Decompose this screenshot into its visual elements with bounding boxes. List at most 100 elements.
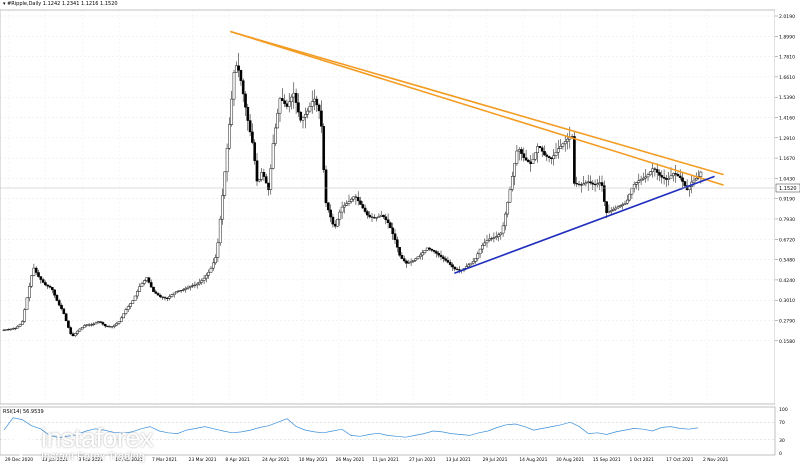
candle-body: [487, 238, 491, 241]
candle-body: [508, 189, 512, 203]
candle-body: [90, 324, 93, 326]
candle-body: [99, 321, 102, 323]
candle-body: [586, 181, 590, 183]
candle-body: [262, 172, 266, 177]
candle-body: [228, 124, 231, 149]
candle-body: [9, 328, 13, 330]
candle-body: [85, 324, 89, 326]
candle-body: [699, 171, 703, 177]
candle-body: [453, 266, 457, 270]
candle-body: [547, 156, 551, 158]
candle-body: [27, 285, 31, 299]
price-tick-label: 0.3010: [779, 298, 795, 304]
candle-body: [593, 183, 597, 186]
candle-body: [287, 101, 291, 107]
candle-body: [354, 196, 358, 198]
candle-body: [591, 182, 595, 185]
candle-body: [469, 262, 473, 266]
candle-body: [609, 210, 613, 212]
price-tick-label: 0.6720: [779, 237, 795, 243]
candle-body: [600, 182, 604, 186]
watermark-tagline: Instant Forex Trading: [41, 451, 145, 463]
candle-body: [122, 313, 125, 319]
candle-body: [648, 171, 652, 175]
candle-body: [50, 287, 54, 291]
candle-body: [382, 214, 385, 218]
candle-body: [527, 159, 530, 163]
candle-body: [67, 320, 70, 328]
candle-body: [170, 294, 174, 297]
candle-body: [676, 174, 680, 177]
candle-body: [138, 286, 142, 292]
candle-body: [692, 179, 696, 183]
rsi-tick-label: 100: [779, 407, 788, 413]
candle-body: [264, 176, 268, 184]
instaforex-watermark: instaforex Instant Forex Trading: [4, 421, 164, 463]
candle-body: [630, 188, 634, 195]
candle-body: [237, 65, 240, 71]
candle-body: [37, 272, 40, 277]
candle-body: [533, 152, 537, 160]
candle-body: [34, 267, 38, 273]
candle-body: [658, 172, 661, 176]
rsi-axis-labels: 100 70 30 0: [779, 407, 788, 457]
candle-body: [391, 227, 395, 235]
candle-body: [216, 242, 220, 258]
candle-body: [232, 72, 236, 100]
candle-body: [110, 326, 114, 328]
candle-body: [18, 324, 22, 327]
candle-body: [39, 276, 43, 280]
candle-body: [423, 250, 427, 253]
candle-body: [195, 283, 199, 286]
candle-body: [573, 136, 576, 184]
candle-body: [255, 160, 259, 182]
candle-body: [283, 100, 286, 104]
candle-body: [619, 205, 622, 208]
candle-body: [94, 322, 98, 325]
price-tick-label: 1.1670: [779, 156, 795, 162]
candle-body: [140, 283, 144, 287]
candle-body: [23, 309, 27, 322]
candle-body: [605, 201, 608, 213]
candle-body: [184, 288, 188, 290]
candle-body: [329, 209, 332, 218]
candle-body: [359, 200, 362, 205]
candle-body: [639, 179, 643, 181]
candle-body: [48, 285, 52, 288]
candle-body: [579, 184, 583, 186]
price-grid: [0, 10, 775, 404]
instaforex-logo-icon: [5, 425, 37, 457]
candle-body: [313, 98, 316, 102]
candle-body: [366, 211, 369, 216]
candle-body: [71, 333, 75, 337]
candlestick-series: [2, 52, 703, 337]
candle-body: [678, 175, 682, 179]
candle-body: [540, 147, 544, 152]
candle-body: [377, 216, 381, 218]
candle-body: [32, 267, 36, 276]
candle-body: [492, 237, 496, 239]
candle-body: [25, 297, 29, 310]
candle-body: [681, 177, 684, 182]
rsi-line: [3, 417, 699, 438]
time-tick-label: 15 Sep 2021: [593, 457, 621, 463]
candle-body: [497, 234, 500, 237]
candle-body: [78, 328, 82, 332]
candle-body: [517, 149, 521, 152]
candle-body: [87, 324, 91, 326]
rsi-tick-label: 30: [779, 438, 785, 444]
candle-body: [393, 233, 397, 240]
time-tick-label: 19 Feb 2021: [115, 457, 143, 463]
candle-body: [607, 211, 611, 213]
candle-body: [421, 252, 424, 256]
candle-body: [642, 177, 645, 180]
candle-body: [211, 262, 215, 269]
menu-triangle-icon[interactable]: ▾: [3, 1, 6, 7]
candle-body: [361, 204, 365, 209]
candle-body: [290, 96, 293, 103]
candle-body: [395, 239, 399, 248]
candle-body: [260, 172, 263, 180]
time-tick-label: 2 Nov 2021: [703, 457, 729, 463]
candle-body: [186, 286, 190, 289]
candle-body: [506, 201, 510, 215]
